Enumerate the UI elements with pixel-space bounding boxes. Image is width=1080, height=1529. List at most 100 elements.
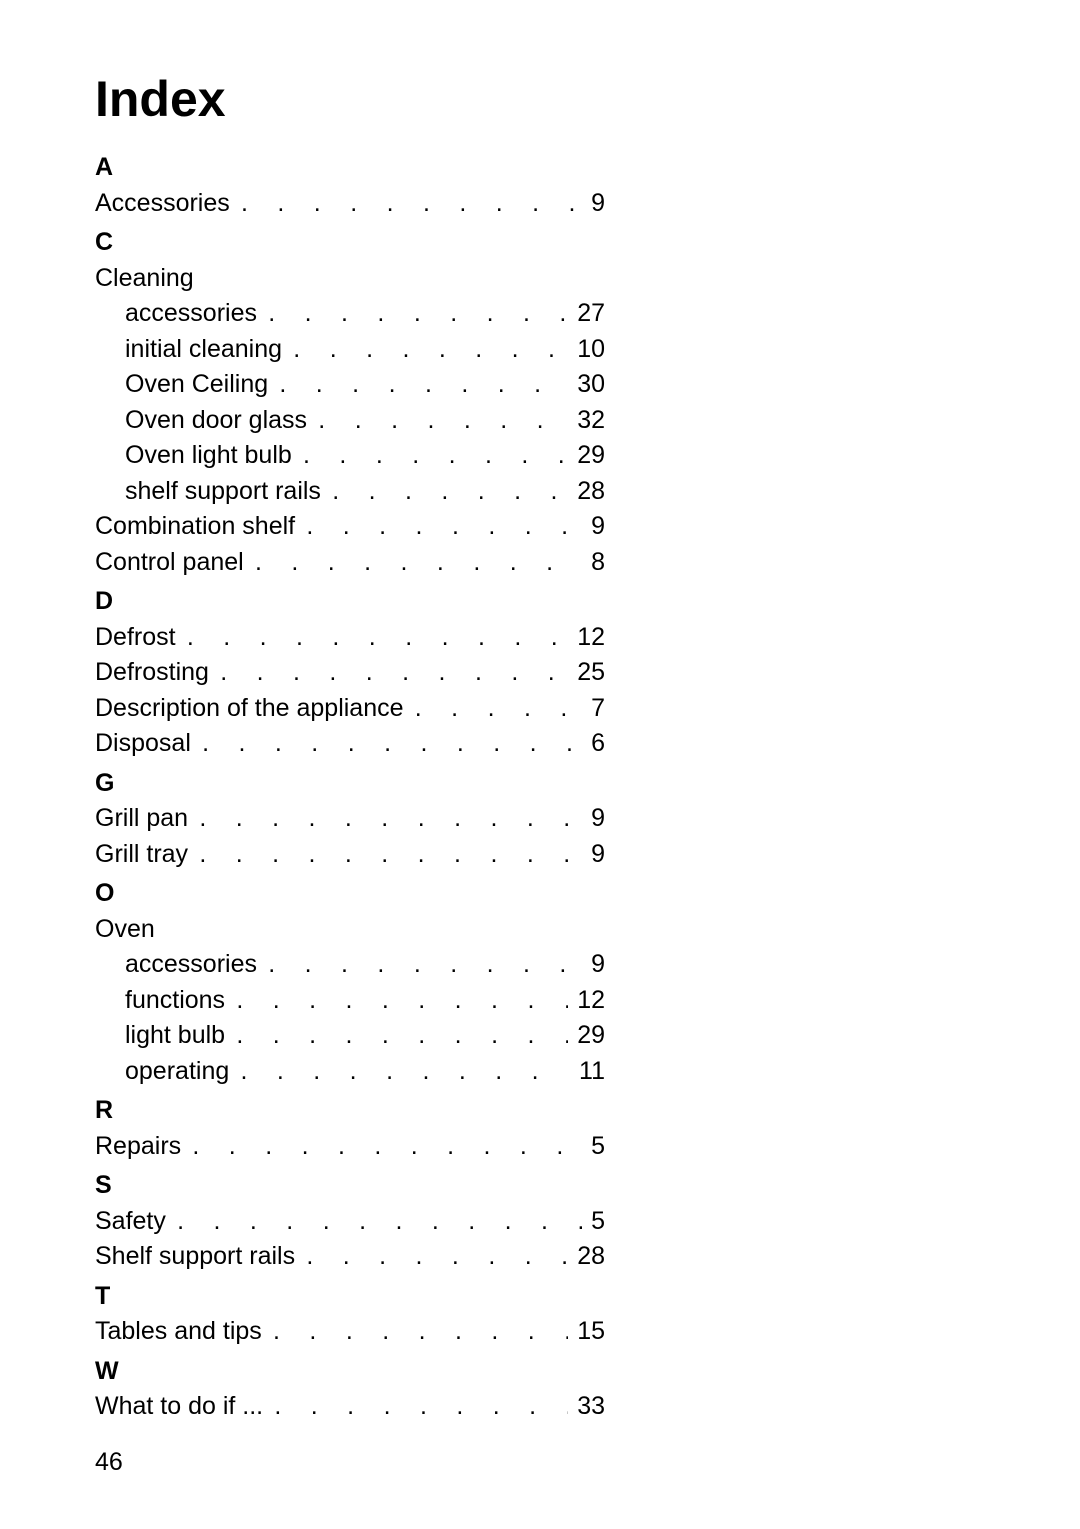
leader-dots: . . . . . . . . . . . . . . . . . . . . … (202, 726, 582, 762)
page-title: Index (95, 70, 985, 128)
leader-dots: . . . . . . . . . . . . . . . . . . . . … (279, 367, 568, 403)
spacer (295, 509, 306, 545)
index-letter-heading: T (95, 1279, 605, 1315)
index-entry: Grill pan . . . . . . . . . . . . . . . … (95, 801, 605, 837)
index-entry-label: Oven door glass (125, 403, 307, 439)
index-entry-label: Disposal (95, 726, 191, 762)
index-entry-label: operating (125, 1054, 229, 1090)
index-entry-label: Accessories (95, 186, 230, 222)
spacer (181, 1129, 192, 1165)
index-entry-label: Combination shelf (95, 509, 295, 545)
index-entry-page: 6 (582, 726, 605, 762)
index-entry: Control panel . . . . . . . . . . . . . … (95, 545, 605, 581)
leader-dots: . . . . . . . . . . . . . . . . . . . . … (274, 1389, 568, 1425)
index-subentry: functions . . . . . . . . . . . . . . . … (95, 983, 605, 1019)
leader-dots: . . . . . . . . . . . . . . . . . . . . … (241, 186, 582, 222)
index-entry: Combination shelf . . . . . . . . . . . … (95, 509, 605, 545)
index-entry-label: Tables and tips (95, 1314, 262, 1350)
spacer (225, 983, 236, 1019)
spacer (262, 1314, 273, 1350)
leader-dots: . . . . . . . . . . . . . . . . . . . . … (293, 332, 568, 368)
spacer (166, 1204, 177, 1240)
index-entry-label: Oven light bulb (125, 438, 292, 474)
index-entry: Description of the appliance . . . . . .… (95, 691, 605, 727)
spacer (176, 620, 187, 656)
index-entry-page: 5 (582, 1204, 605, 1240)
index-entry-label: Control panel (95, 545, 244, 581)
index-subentry: operating . . . . . . . . . . . . . . . … (95, 1054, 605, 1090)
index-entry-page: 28 (568, 1239, 605, 1275)
index-entry-label: functions (125, 983, 225, 1019)
index-entry-page: 9 (582, 837, 605, 873)
index-entry-page: 9 (582, 801, 605, 837)
index-letter-heading: R (95, 1093, 605, 1129)
leader-dots: . . . . . . . . . . . . . . . . . . . . … (192, 1129, 582, 1165)
index-entry: Cleaning (95, 261, 605, 297)
index-entry-page: 11 (570, 1054, 605, 1090)
leader-dots: . . . . . . . . . . . . . . . . . . . . … (199, 837, 582, 873)
leader-dots: . . . . . . . . . . . . . . . . . . . . … (241, 1054, 571, 1090)
leader-dots: . . . . . . . . . . . . . . . . . . . . … (318, 403, 568, 439)
index-entry: Shelf support rails . . . . . . . . . . … (95, 1239, 605, 1275)
index-letter-heading: G (95, 766, 605, 802)
index-entry-label: Oven Ceiling (125, 367, 268, 403)
spacer (404, 691, 415, 727)
spacer (188, 801, 199, 837)
spacer (268, 367, 279, 403)
spacer (191, 726, 202, 762)
index-entry-page: 12 (568, 620, 605, 656)
leader-dots: . . . . . . . . . . . . . . . . . . . . … (268, 296, 568, 332)
index-entry: Defrosting . . . . . . . . . . . . . . .… (95, 655, 605, 691)
index-entry-label: What to do if ... (95, 1389, 263, 1425)
index-entry-page: 33 (568, 1389, 605, 1425)
index-subentry: accessories . . . . . . . . . . . . . . … (95, 947, 605, 983)
leader-dots: . . . . . . . . . . . . . . . . . . . . … (236, 983, 568, 1019)
leader-dots: . . . . . . . . . . . . . . . . . . . . … (199, 801, 582, 837)
index-entry-page: 7 (582, 691, 605, 727)
index-entry-page: 10 (568, 332, 605, 368)
index-entry-page: 28 (568, 474, 605, 510)
leader-dots: . . . . . . . . . . . . . . . . . . . . … (220, 655, 568, 691)
index-entry-page: 27 (568, 296, 605, 332)
index-letter-heading: D (95, 584, 605, 620)
index-entry-label: accessories (125, 296, 257, 332)
index-entry-label: Grill pan (95, 801, 188, 837)
index-entry: Disposal . . . . . . . . . . . . . . . .… (95, 726, 605, 762)
index-entry-page: 9 (582, 947, 605, 983)
index-letter-heading: O (95, 876, 605, 912)
leader-dots: . . . . . . . . . . . . . . . . . . . . … (306, 509, 582, 545)
spacer (244, 545, 255, 581)
leader-dots: . . . . . . . . . . . . . . . . . . . . … (255, 545, 582, 581)
index-entry: What to do if ... . . . . . . . . . . . … (95, 1389, 605, 1425)
index-entry-page: 30 (568, 367, 605, 403)
leader-dots: . . . . . . . . . . . . . . . . . . . . … (268, 947, 582, 983)
index-entry-label: shelf support rails (125, 474, 321, 510)
index-subentry: light bulb . . . . . . . . . . . . . . .… (95, 1018, 605, 1054)
leader-dots: . . . . . . . . . . . . . . . . . . . . … (177, 1204, 582, 1240)
spacer (230, 186, 241, 222)
index-entry-label: Oven (95, 912, 155, 948)
leader-dots: . . . . . . . . . . . . . . . . . . . . … (303, 438, 568, 474)
index-entry-label: Grill tray (95, 837, 188, 873)
spacer (257, 947, 268, 983)
index-entry: Grill tray . . . . . . . . . . . . . . .… (95, 837, 605, 873)
spacer (229, 1054, 240, 1090)
index-entry-page: 12 (568, 983, 605, 1019)
leader-dots: . . . . . . . . . . . . . . . . . . . . … (273, 1314, 568, 1350)
index-entry-label: Repairs (95, 1129, 181, 1165)
index-letter-heading: S (95, 1168, 605, 1204)
index-entry: Oven (95, 912, 605, 948)
index-subentry: Oven Ceiling . . . . . . . . . . . . . .… (95, 367, 605, 403)
leader-dots: . . . . . . . . . . . . . . . . . . . . … (187, 620, 569, 656)
index-entry-label: Defrosting (95, 655, 209, 691)
index-entry: Defrost . . . . . . . . . . . . . . . . … (95, 620, 605, 656)
index-entry: Accessories . . . . . . . . . . . . . . … (95, 186, 605, 222)
spacer (188, 837, 199, 873)
index-entry-page: 32 (568, 403, 605, 439)
spacer (307, 403, 318, 439)
index-entry-label: Safety (95, 1204, 166, 1240)
page: Index AAccessories . . . . . . . . . . .… (0, 0, 1080, 1529)
leader-dots: . . . . . . . . . . . . . . . . . . . . … (332, 474, 568, 510)
index-entry-label: Cleaning (95, 261, 194, 297)
spacer (257, 296, 268, 332)
